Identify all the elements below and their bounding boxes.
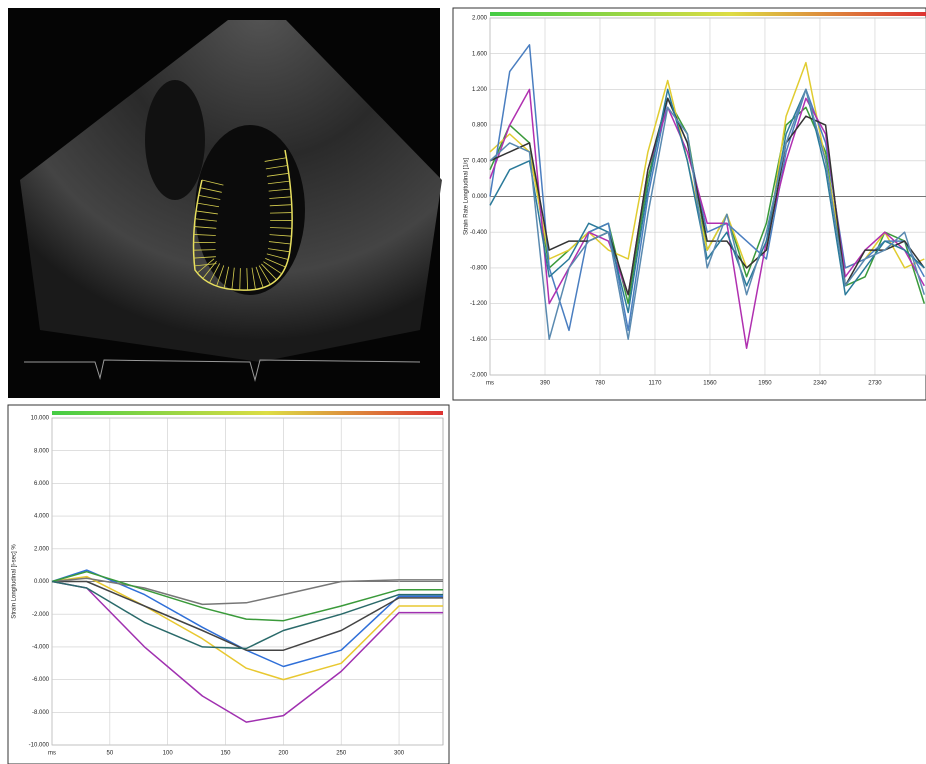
y-tick-label: 0.800 bbox=[472, 123, 488, 129]
x-tick-label: 150 bbox=[221, 751, 232, 757]
y-tick-label: -10.000 bbox=[29, 743, 50, 749]
y-tick-label: -8.000 bbox=[32, 710, 50, 716]
y-tick-label: 4.000 bbox=[34, 514, 50, 520]
y-tick-label: -2.000 bbox=[32, 612, 50, 618]
x-tick-label: 50 bbox=[106, 751, 113, 757]
echo-cavity bbox=[195, 125, 305, 295]
y-tick-label: 2.000 bbox=[472, 16, 488, 22]
y-tick-label: -4.000 bbox=[32, 644, 50, 650]
y-tick-label: -6.000 bbox=[32, 677, 50, 683]
chart-header-bar bbox=[52, 411, 443, 415]
x-tick-label: 100 bbox=[163, 751, 174, 757]
x-tick-label: 1950 bbox=[758, 381, 772, 387]
screen: 2.000 1.600 1.200 0.800 0.400 0.000 -0.400 -0.8… bbox=[0, 0, 926, 764]
y-tick-label: 1.200 bbox=[472, 87, 488, 93]
y-tick-label: -2.000 bbox=[470, 373, 488, 379]
y-tick-label: 10.000 bbox=[31, 416, 50, 422]
y-tick-label: 0.000 bbox=[472, 194, 488, 200]
x-tick-label: 2730 bbox=[868, 381, 882, 387]
x-tick-label: ms bbox=[486, 381, 494, 387]
y-tick-label: -0.400 bbox=[470, 230, 488, 236]
y-tick-label: 0.400 bbox=[472, 158, 488, 164]
y-tick-label: 0.000 bbox=[34, 579, 50, 585]
y-tick-label: -1.600 bbox=[470, 337, 488, 343]
y-tick-label: 1.600 bbox=[472, 51, 488, 57]
x-tick-label: 250 bbox=[336, 751, 347, 757]
x-tick-label: 200 bbox=[278, 751, 289, 757]
echo-panel bbox=[8, 8, 442, 398]
y-tick-label: 8.000 bbox=[34, 448, 50, 454]
x-tick-label: ms bbox=[48, 751, 56, 757]
y-tick-label: 2.000 bbox=[34, 546, 50, 552]
echo-cavity bbox=[145, 80, 205, 200]
x-tick-label: 1560 bbox=[703, 381, 717, 387]
y-tick-label: 6.000 bbox=[34, 481, 50, 487]
y-tick-label: -0.800 bbox=[470, 265, 488, 271]
x-tick-label: 390 bbox=[540, 381, 551, 387]
y-tick-label: -1.200 bbox=[470, 301, 488, 307]
x-tick-label: 2340 bbox=[813, 381, 827, 387]
x-tick-label: 1170 bbox=[649, 381, 663, 387]
y-axis-label: Strain Longitudinal [l-sec] % bbox=[12, 544, 18, 619]
x-tick-label: 780 bbox=[595, 381, 606, 387]
chart-header-bar bbox=[490, 12, 926, 16]
y-axis-label: Strain Rate Longitudinal [1/s] bbox=[464, 158, 470, 235]
x-tick-label: 300 bbox=[394, 751, 405, 757]
trace-spoke bbox=[194, 250, 216, 251]
